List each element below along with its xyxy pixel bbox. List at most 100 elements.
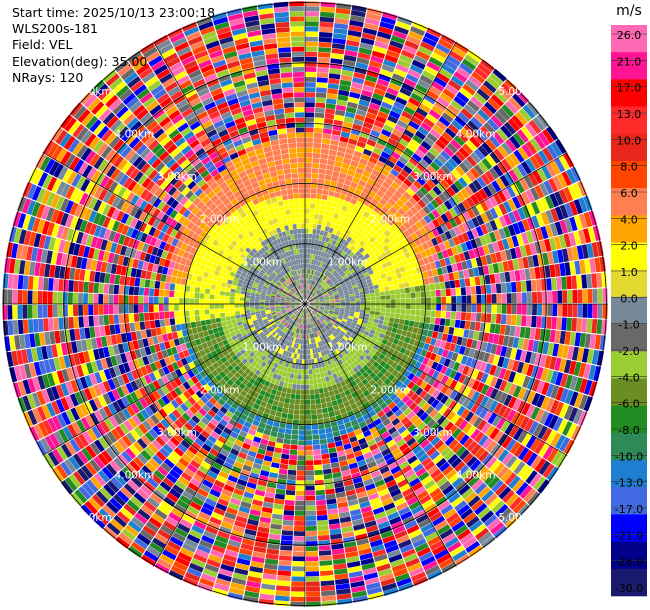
velocity-gate	[399, 232, 407, 241]
velocity-gate	[318, 550, 332, 556]
velocity-gate	[476, 88, 490, 101]
velocity-gate	[374, 315, 380, 320]
velocity-gate	[305, 556, 319, 562]
velocity-gate	[526, 315, 532, 327]
velocity-gate	[484, 198, 494, 210]
velocity-gate	[306, 294, 308, 300]
velocity-gate	[290, 596, 305, 602]
velocity-gate	[349, 268, 356, 274]
velocity-gate	[325, 278, 330, 283]
velocity-gate	[317, 530, 330, 536]
velocity-gate	[319, 560, 333, 566]
velocity-gate	[551, 277, 557, 291]
velocity-gate	[537, 304, 543, 316]
velocity-gate	[288, 459, 297, 466]
velocity-gate	[483, 80, 497, 94]
velocity-gate	[405, 304, 411, 310]
velocity-gate	[413, 166, 423, 176]
velocity-gate	[460, 108, 474, 120]
velocity-gate	[464, 320, 471, 330]
velocity-gate	[495, 314, 502, 324]
velocity-gate	[335, 109, 346, 117]
velocity-gate	[348, 266, 354, 272]
velocity-gate	[450, 288, 456, 296]
velocity-gate	[410, 292, 416, 299]
velocity-gate	[450, 311, 456, 320]
velocity-gate	[463, 124, 476, 136]
velocity-gate	[328, 149, 337, 156]
velocity-gate	[453, 215, 462, 226]
velocity-gate	[361, 250, 368, 257]
velocity-gate	[364, 117, 375, 125]
velocity-gate	[312, 434, 320, 440]
velocity-gate	[414, 212, 423, 221]
velocity-gate	[326, 289, 332, 293]
velocity-gate	[452, 194, 462, 205]
velocity-gate	[299, 354, 303, 360]
velocity-gate	[515, 281, 522, 293]
velocity-gate	[363, 199, 371, 207]
velocity-gate	[351, 254, 358, 260]
velocity-gate	[291, 388, 296, 395]
velocity-gate	[301, 334, 304, 339]
velocity-gate	[350, 15, 365, 23]
velocity-gate	[355, 279, 362, 284]
velocity-gate	[375, 36, 390, 45]
velocity-gate	[305, 409, 311, 415]
velocity-gate	[421, 196, 430, 205]
velocity-gate	[401, 330, 408, 337]
velocity-gate	[320, 288, 326, 293]
velocity-gate	[443, 59, 458, 71]
velocity-gate	[275, 390, 282, 397]
velocity-gate	[285, 494, 295, 501]
velocity-gate	[305, 223, 309, 229]
velocity-gate	[402, 325, 409, 331]
velocity-gate	[390, 194, 399, 203]
velocity-gate	[385, 299, 391, 304]
velocity-gate	[377, 265, 383, 271]
velocity-gate	[390, 214, 399, 223]
velocity-gate	[537, 150, 550, 165]
velocity-gate	[385, 119, 396, 129]
velocity-gate	[309, 300, 315, 303]
velocity-gate	[310, 188, 317, 194]
velocity-gate	[597, 288, 603, 303]
velocity-gate	[501, 304, 507, 314]
velocity-gate	[490, 313, 497, 324]
velocity-gate	[318, 235, 323, 241]
velocity-gate	[366, 139, 377, 147]
velocity-gate	[387, 198, 396, 207]
velocity-gate	[335, 266, 341, 272]
velocity-gate	[470, 116, 483, 129]
velocity-gate	[433, 47, 448, 59]
velocity-gate	[306, 566, 319, 572]
velocity-gate	[319, 392, 325, 399]
velocity-gate	[496, 128, 509, 142]
velocity-gate	[493, 193, 503, 205]
velocity-gate	[296, 379, 301, 385]
velocity-gate	[499, 272, 506, 283]
velocity-gate	[391, 73, 405, 83]
velocity-gate	[375, 307, 381, 312]
velocity-gate	[320, 11, 335, 18]
velocity-gate	[339, 136, 349, 143]
velocity-gate	[296, 465, 305, 471]
velocity-gate	[352, 177, 360, 184]
velocity-gate	[318, 37, 332, 43]
velocity-gate	[305, 294, 307, 300]
velocity-gate	[310, 193, 317, 199]
velocity-gate	[324, 174, 332, 181]
velocity-gate	[305, 238, 309, 244]
velocity-gate	[461, 304, 467, 312]
velocity-gate	[305, 228, 309, 234]
velocity-gate	[320, 199, 327, 206]
velocity-gate	[426, 90, 439, 101]
velocity-gate	[324, 205, 331, 212]
velocity-gate	[500, 314, 507, 325]
velocity-gate	[357, 271, 364, 277]
velocity-gate	[323, 468, 332, 475]
velocity-gate	[524, 123, 537, 137]
velocity-gate	[305, 500, 316, 506]
velocity-gate	[412, 274, 419, 281]
velocity-gate	[403, 221, 411, 230]
